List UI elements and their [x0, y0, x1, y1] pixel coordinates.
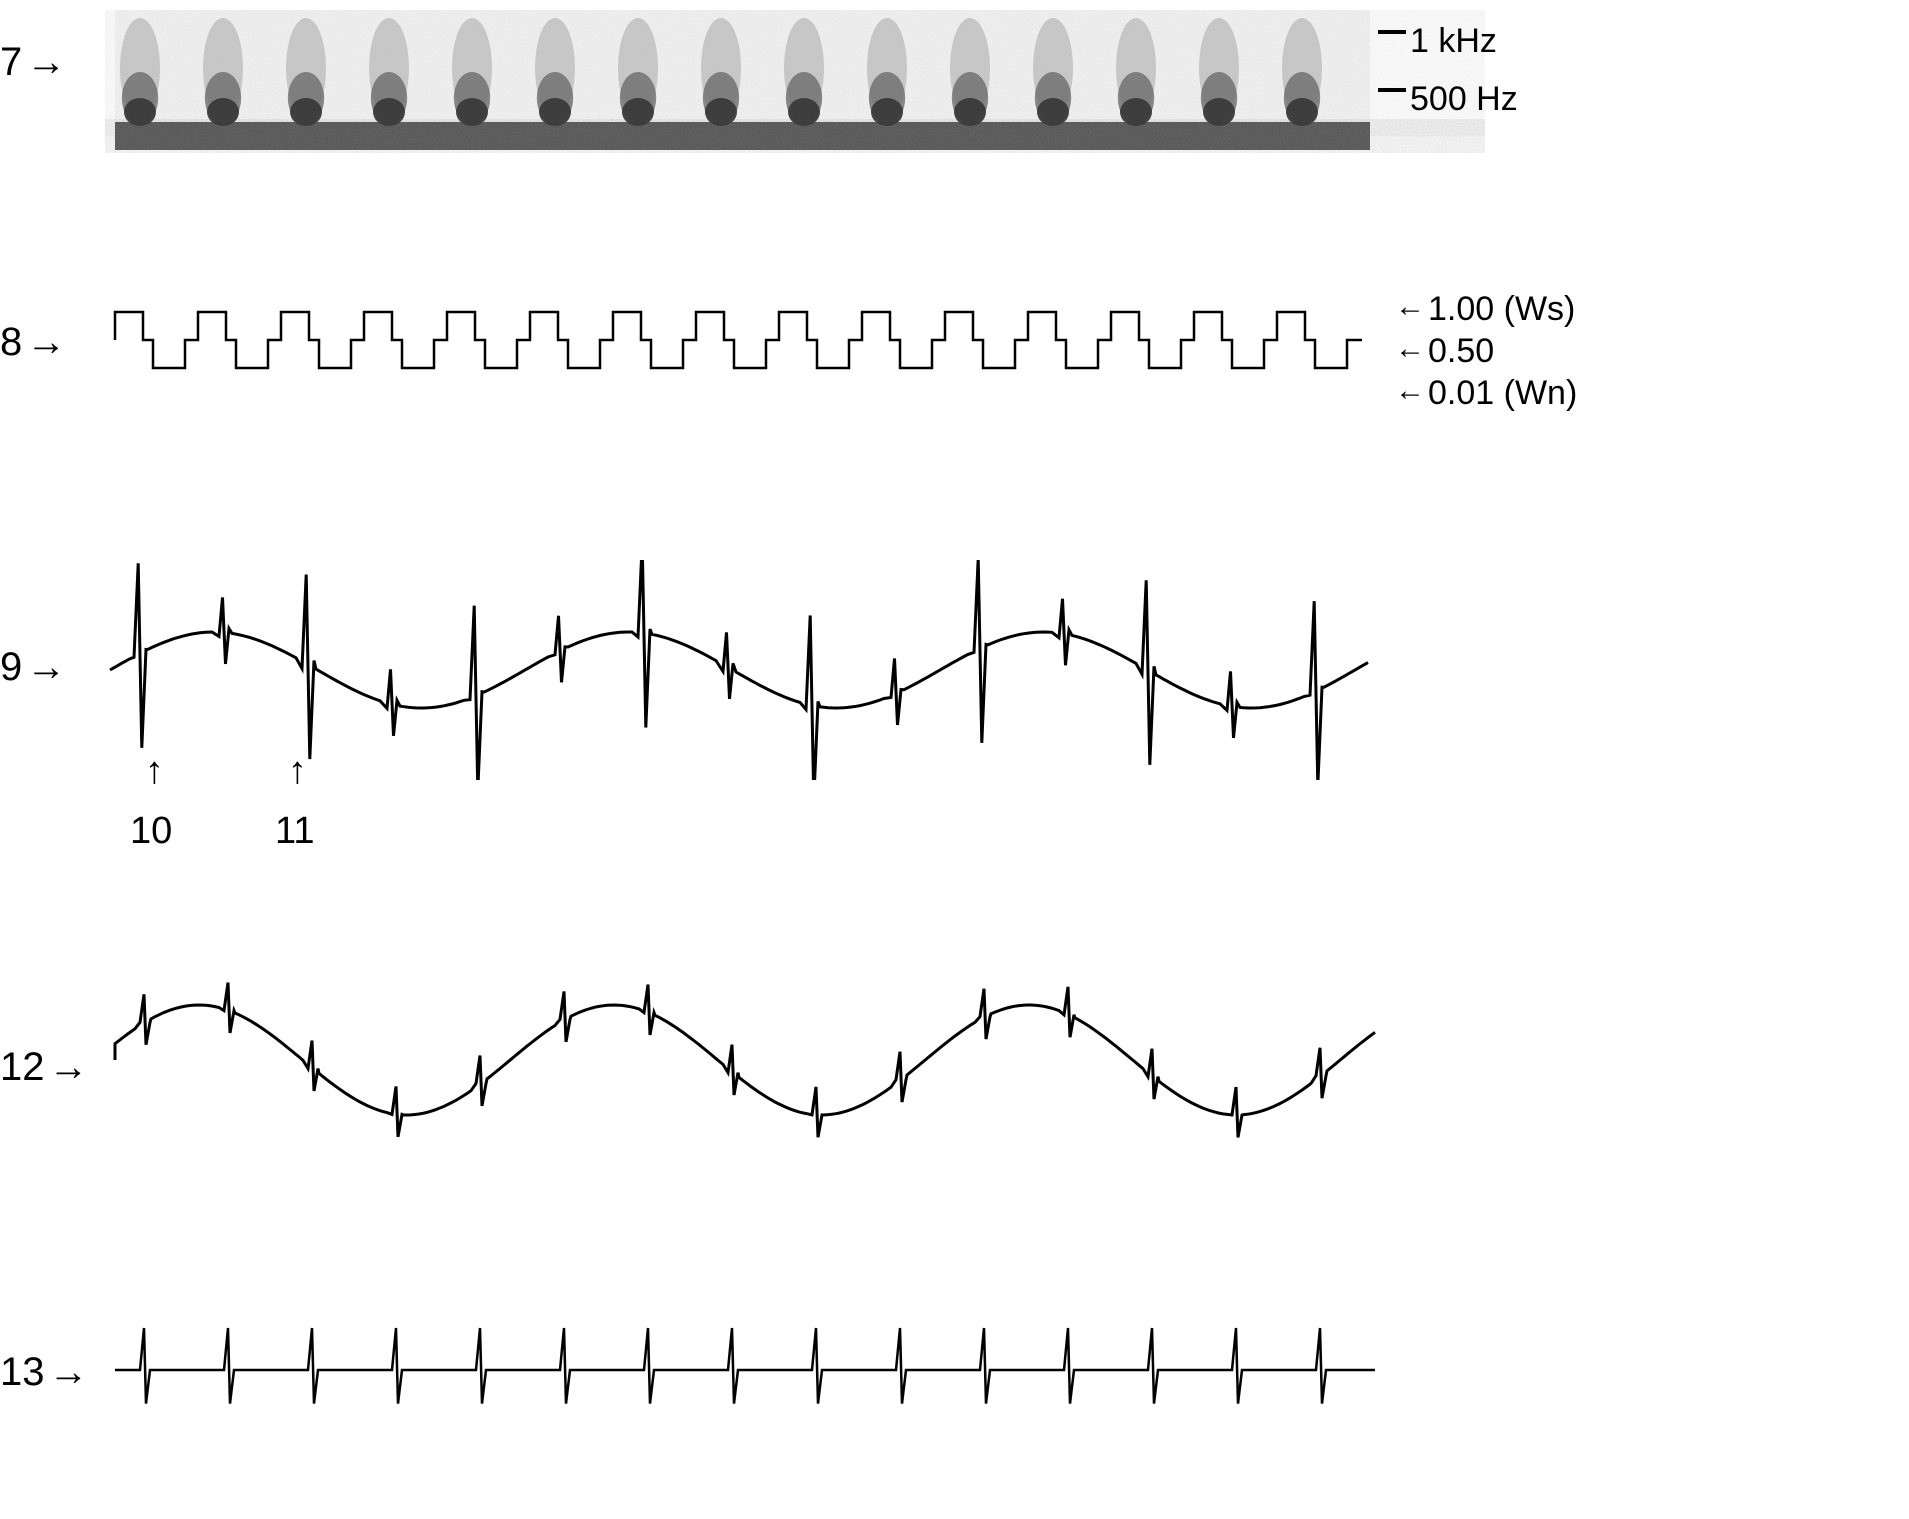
label-text-9: 9 [0, 645, 22, 689]
up-arrow-icon: ↑ [288, 752, 307, 790]
label-500hz: 500 Hz [1410, 80, 1518, 119]
row-label-9: 9→ [0, 645, 66, 690]
tick-500hz [1378, 88, 1406, 92]
arrow-ws: ← [1395, 290, 1425, 324]
panel-13: 13→ [0, 1310, 1909, 1430]
arrow-wn: ← [1395, 374, 1425, 408]
up-arrow-icon: ↑ [145, 752, 164, 790]
annotation-10-text: 10 [130, 810, 172, 852]
label-text-13: 13 [0, 1350, 45, 1394]
squarewave-svg [105, 290, 1395, 400]
arrow-050: ← [1395, 332, 1425, 366]
row-label-12: 12→ [0, 1045, 89, 1090]
row-label-8: 8→ [0, 320, 66, 365]
ecg13-svg [105, 1310, 1395, 1430]
panel-9: 9→ ↑ 10 ↑ 11 [0, 560, 1909, 870]
row-label-7: 7→ [0, 40, 66, 85]
panel-12: 12→ [0, 960, 1909, 1160]
row-label-13: 13→ [0, 1350, 89, 1395]
annotation-11-text: 11 [275, 810, 314, 852]
annotation-10: ↑ 10 [130, 810, 172, 853]
panel-7: 7→ 1 kHz 500 Hz [0, 10, 1909, 165]
arrow-icon: → [26, 320, 66, 365]
ecg9-svg [100, 560, 1390, 780]
annotation-11: ↑ 11 [275, 810, 314, 853]
label-text-12: 12 [0, 1045, 45, 1089]
panel-8: 8→ ← 1.00 (Ws) ← 0.50 ← 0.01 (Wn) [0, 290, 1909, 410]
arrow-icon: → [49, 1350, 89, 1395]
arrow-icon: → [49, 1045, 89, 1090]
label-1khz: 1 kHz [1410, 22, 1497, 61]
arrow-icon: → [26, 40, 66, 85]
tick-1khz [1378, 30, 1406, 34]
spectrogram-svg [105, 10, 1485, 165]
ecg12-svg [105, 960, 1395, 1160]
arrow-icon: → [26, 645, 66, 690]
label-050: 0.50 [1428, 332, 1494, 371]
label-text-7: 7 [0, 40, 22, 84]
label-text-8: 8 [0, 320, 22, 364]
label-ws: 1.00 (Ws) [1428, 290, 1575, 329]
label-wn: 0.01 (Wn) [1428, 374, 1577, 413]
